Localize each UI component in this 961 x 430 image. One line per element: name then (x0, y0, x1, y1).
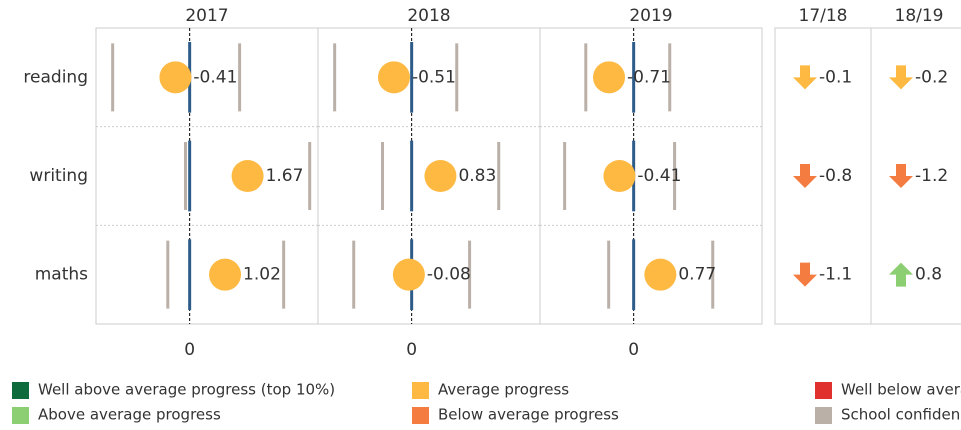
score-dot (209, 258, 242, 291)
change-arrow (889, 164, 913, 188)
change-label: -0.1 (819, 67, 852, 87)
score-dot (424, 160, 457, 192)
legend-swatch (12, 407, 29, 424)
legend-swatch (412, 407, 429, 424)
zero-bar (410, 140, 414, 212)
zero-bar (632, 42, 636, 113)
change-label: -0.2 (915, 67, 948, 87)
panel-title: 2019 (629, 6, 672, 26)
legend-swatch (412, 382, 429, 399)
score-dot (392, 258, 425, 291)
x-tick-label: 0 (184, 340, 195, 360)
change-header: 18/19 (895, 6, 944, 26)
legend-label: Well above average progress (top 10%) (38, 381, 335, 399)
legend-swatch (815, 407, 832, 424)
score-label: -0.41 (193, 67, 237, 87)
zero-bar (188, 239, 192, 310)
row-label: writing (29, 166, 88, 186)
score-label: 0.77 (678, 265, 716, 285)
score-label: -0.08 (427, 265, 471, 285)
legend-swatch (12, 382, 29, 399)
score-label: -0.51 (412, 67, 456, 87)
change-arrow (889, 262, 913, 287)
score-dot (644, 258, 677, 291)
change-arrow (889, 65, 913, 90)
panel-title: 2017 (185, 6, 228, 26)
change-label: -0.8 (819, 166, 852, 186)
score-label: 0.83 (458, 166, 496, 186)
score-dot (231, 160, 264, 192)
change-label: 0.8 (915, 265, 942, 285)
score-dot (593, 61, 626, 94)
score-dot (377, 61, 410, 94)
score-dot (603, 160, 636, 192)
legend-swatch (815, 382, 832, 399)
x-tick-label: 0 (628, 340, 639, 360)
change-header: 17/18 (799, 6, 848, 26)
legend-label: Above average progress (38, 406, 221, 424)
change-arrow (793, 164, 817, 188)
score-label: 1.67 (266, 166, 304, 186)
zero-bar (410, 42, 414, 113)
panel-frame (539, 27, 763, 325)
score-label: 1.02 (243, 265, 281, 285)
score-dot (159, 61, 192, 94)
score-label: -0.71 (627, 67, 671, 87)
zero-bar (632, 239, 636, 310)
legend-label: Average progress (438, 381, 569, 399)
change-arrow (793, 65, 817, 90)
x-tick-label: 0 (406, 340, 417, 360)
change-frame (774, 27, 961, 325)
change-arrow (793, 262, 817, 287)
zero-bar (188, 140, 192, 212)
row-label: maths (35, 265, 88, 285)
legend-label: School confidence interval (841, 406, 961, 424)
legend-label: Below average progress (438, 406, 619, 424)
row-label: reading (23, 67, 88, 87)
panel-title: 2018 (407, 6, 450, 26)
legend-label: Well below average progress (841, 381, 961, 399)
change-label: -1.2 (915, 166, 948, 186)
change-label: -1.1 (819, 265, 852, 285)
score-label: -0.41 (637, 166, 681, 186)
